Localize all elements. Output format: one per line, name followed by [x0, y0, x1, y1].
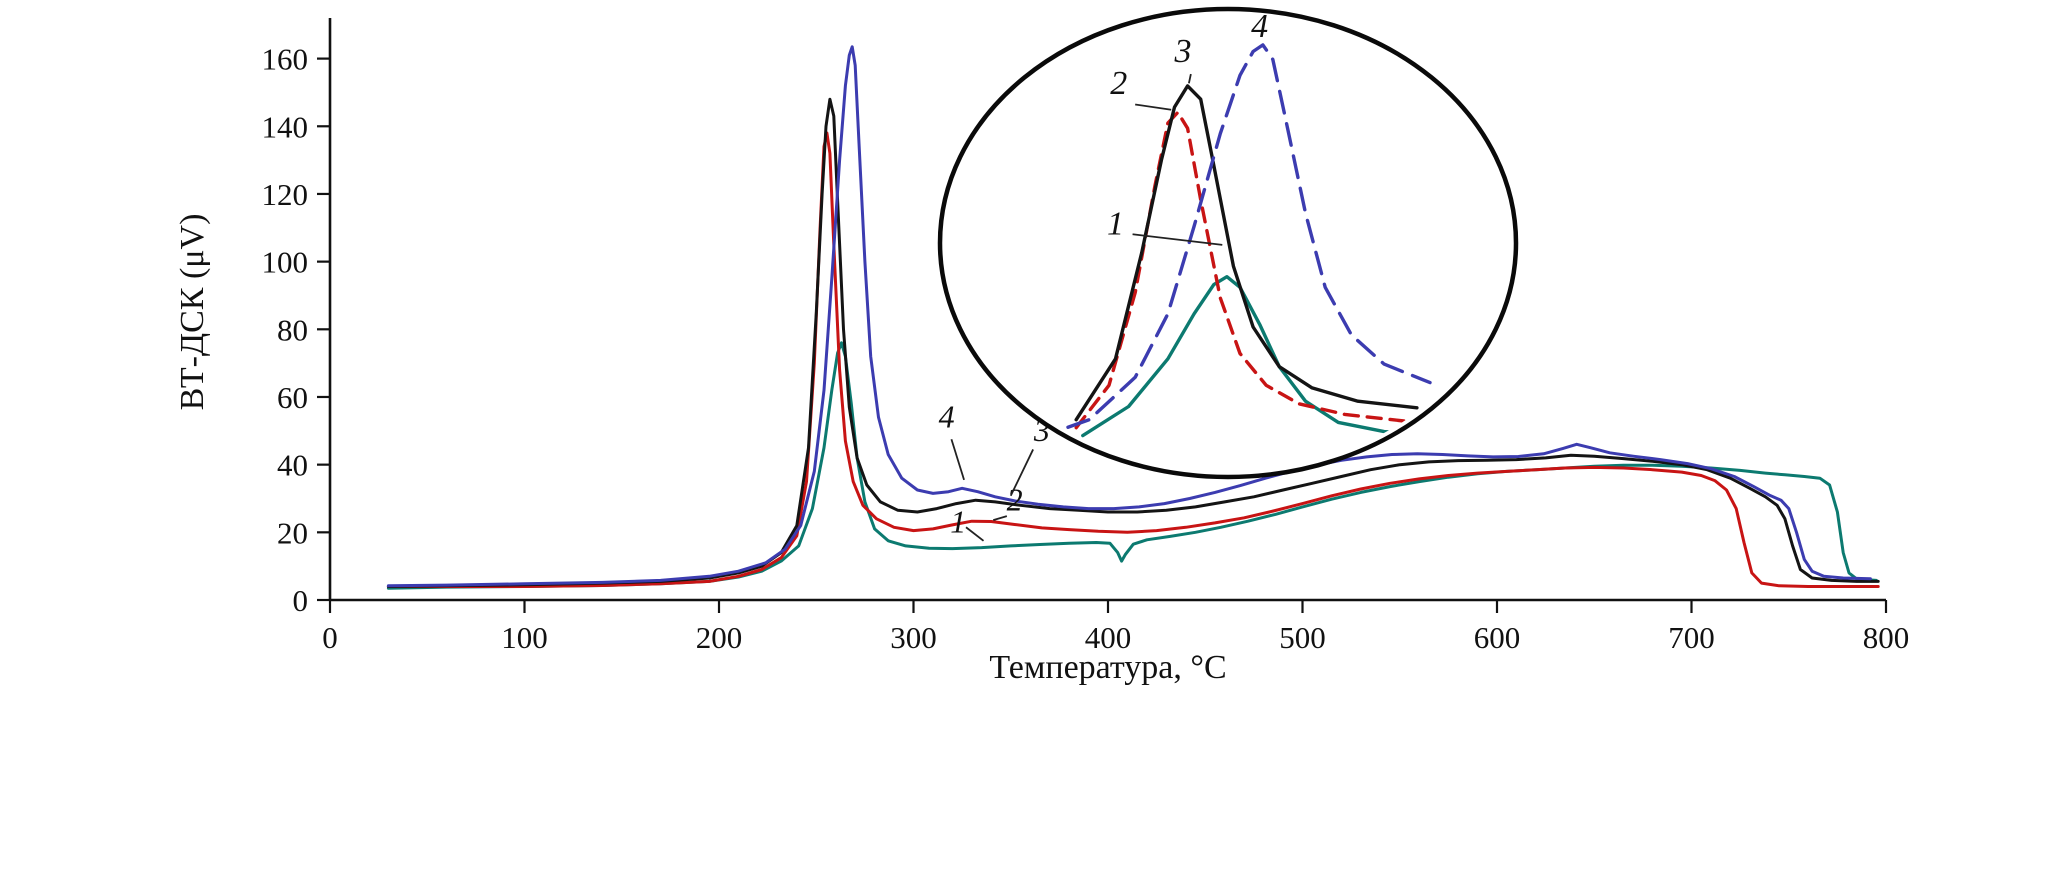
curve-label-leader	[950, 439, 965, 481]
plot-area: 0 100 200 300 400 500 600 700 800 0 20 40 60 80 100 120…	[262, 6, 1910, 655]
x-tick-label: 400	[1085, 620, 1132, 655]
inset-curve-3	[1074, 84, 1419, 422]
y-tick-label: 120	[262, 177, 309, 212]
y-tick-label: 140	[262, 109, 309, 144]
y-tick-label: 80	[277, 312, 308, 347]
y-tick-label: 160	[262, 42, 309, 77]
x-axis-title: Температура, °C	[989, 649, 1226, 686]
curve-label-2: 2	[1007, 481, 1023, 517]
x-tick-label: 300	[890, 620, 937, 655]
curve-label-1: 1	[950, 503, 966, 539]
curve-label-leader	[965, 526, 985, 542]
inset-curve-2	[1074, 110, 1406, 430]
x-tick-label: 200	[696, 620, 743, 655]
y-tick-label: 0	[293, 583, 309, 618]
inset-curve-4	[1035, 43, 1432, 440]
inset-label-3: 3	[1174, 33, 1192, 70]
x-tick-label: 600	[1474, 620, 1521, 655]
y-tick-label: 40	[277, 448, 308, 483]
inset-label-2: 2	[1110, 65, 1127, 102]
x-tick-label: 700	[1668, 620, 1715, 655]
inset-label-leader	[1188, 73, 1192, 84]
curve-label-4: 4	[939, 398, 955, 434]
inset-label-leader	[1132, 233, 1223, 246]
inset-label-leader	[1135, 103, 1172, 111]
curve-label-leader	[992, 515, 1008, 522]
x-tick-label: 500	[1279, 620, 1326, 655]
x-tick-label: 100	[501, 620, 548, 655]
curve-3	[386, 97, 1880, 588]
x-tick-label: 800	[1863, 620, 1910, 655]
inset-label-4: 4	[1251, 8, 1268, 45]
y-tick-label: 60	[277, 380, 308, 415]
x-tick-label: 0	[322, 620, 338, 655]
curve-label-leader	[1009, 449, 1034, 497]
curve-1	[386, 341, 1878, 590]
curve-4	[386, 45, 1872, 588]
y-tick-label: 100	[262, 245, 309, 280]
inset-plot-area	[1035, 43, 1445, 440]
inset-label-1: 1	[1107, 205, 1124, 242]
magnified-inset: 1 2 3 4	[937, 6, 1519, 480]
y-tick-label: 20	[277, 515, 308, 550]
y-axis-title: ВТ-ДСК (μV)	[174, 214, 211, 411]
